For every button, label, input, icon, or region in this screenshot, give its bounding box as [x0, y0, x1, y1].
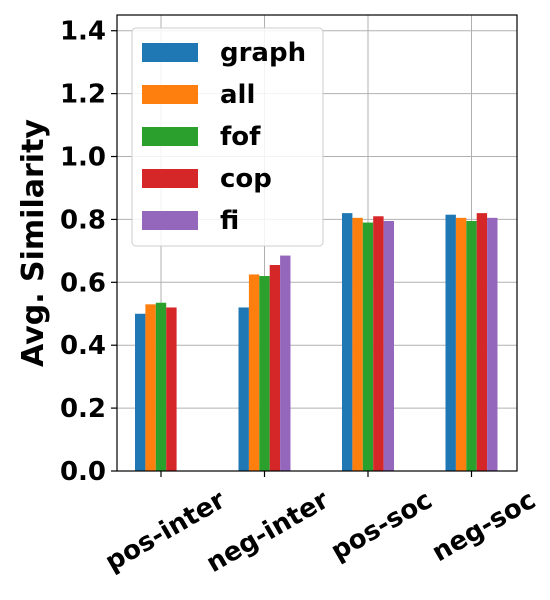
bar-all-neg-inter [248, 274, 260, 471]
y-tick-label: 0.2 [60, 394, 106, 424]
legend-label-graph: graph [220, 38, 306, 68]
legend-label-fof: fof [220, 122, 261, 152]
bar-graph-neg-inter [238, 307, 249, 471]
legend-label-cop: cop [220, 164, 272, 194]
y-tick-label: 1.4 [60, 17, 106, 47]
bar-all-neg-soc [455, 217, 467, 471]
bars [135, 213, 498, 472]
legend-box [131, 27, 324, 247]
bar-graph-pos-inter [135, 313, 146, 471]
legend-label-fi: fi [220, 206, 239, 236]
legend-swatch-cop [142, 169, 198, 188]
legend-swatch-fof [142, 127, 198, 146]
y-tick-label: 0.0 [60, 457, 106, 487]
bar-fof-pos-inter [155, 302, 167, 471]
y-tick-label: 0.4 [60, 331, 106, 361]
bar-fi-neg-soc [487, 217, 498, 471]
legend-label-all: all [220, 80, 255, 110]
bar-graph-neg-soc [445, 214, 456, 472]
legend-swatch-fi [142, 211, 198, 230]
legend: graph all fof cop fi [131, 27, 324, 247]
bar-graph-pos-soc [342, 213, 353, 471]
bar-fof-neg-soc [466, 220, 477, 471]
x-tick-label: pos-soc [326, 485, 438, 567]
bar-cop-pos-inter [166, 307, 177, 471]
y-tick-label: 0.6 [60, 268, 106, 298]
y-tick-label: 1.2 [60, 80, 106, 110]
bar-fof-neg-inter [259, 276, 270, 471]
bar-fi-neg-inter [280, 255, 291, 471]
y-tick-label: 0.8 [60, 205, 106, 235]
bar-fi-pos-soc [383, 220, 394, 471]
x-tick-label: neg-soc [427, 485, 541, 568]
bar-fof-pos-soc [362, 222, 374, 471]
bar-all-pos-inter [145, 304, 156, 471]
bar-cop-pos-soc [373, 216, 384, 471]
legend-swatch-graph [142, 43, 198, 62]
bar-cop-neg-soc [476, 213, 488, 471]
y-axis-label: Avg. Similarity [16, 119, 51, 367]
y-axis-ticks: 0.0 0.2 0.4 0.6 0.8 1.0 1.2 1.4 [60, 17, 117, 487]
bar-cop-neg-inter [269, 265, 281, 471]
plot-frame [116, 14, 518, 472]
legend-swatch-all [142, 85, 198, 104]
y-tick-label: 1.0 [60, 143, 106, 173]
bar-all-pos-soc [352, 217, 363, 471]
